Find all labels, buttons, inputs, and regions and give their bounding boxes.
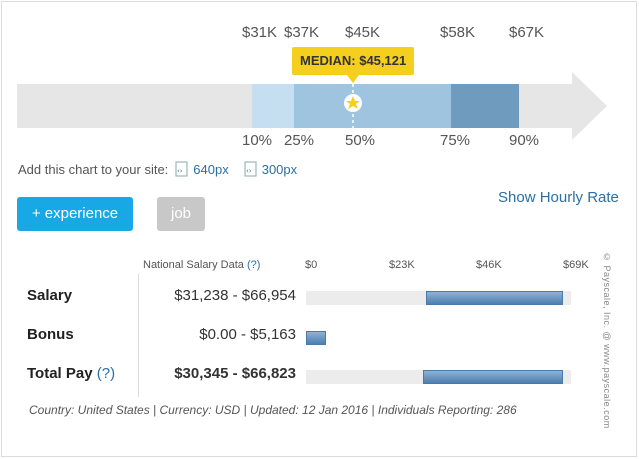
median-callout: MEDIAN: $45,121 (292, 47, 415, 83)
show-hourly-rate-link[interactable]: Show Hourly Rate (498, 189, 619, 206)
table-header-help[interactable]: (?) (246, 259, 261, 271)
row-label-bonus: Bonus (27, 326, 74, 343)
percentile-label-10: 10% (242, 132, 273, 149)
embed-row: Add this chart to your site: ‹› 640px ‹›… (18, 161, 297, 177)
footer-info: Country: United States | Currency: USD |… (29, 403, 517, 417)
svg-text:‹›: ‹› (177, 167, 183, 175)
percentile-label-25: 25% (284, 132, 315, 149)
table-header-label: National Salary Data (143, 259, 244, 271)
embed-640-link[interactable]: ‹› 640px (174, 161, 229, 177)
row-value-salary: $31,238 - $66,954 (174, 287, 296, 304)
value-label-p10: $31K (242, 24, 278, 41)
total-pay-label: Total Pay (27, 365, 93, 382)
percentile-label-50: 50% (345, 132, 376, 149)
percentile-label-75: 75% (440, 132, 471, 149)
band-p10-p25 (252, 84, 294, 128)
axis-tick-0: $0 (305, 259, 318, 271)
row-value-bonus: $0.00 - $5,163 (199, 326, 296, 343)
axis-tick-23k: $23K (389, 259, 415, 271)
svg-text:‹›: ‹› (246, 167, 252, 175)
embed-code-icon: ‹› (244, 161, 257, 177)
bonus-range-bar (306, 331, 326, 345)
percentile-label-90: 90% (509, 132, 540, 149)
value-label-p75: $58K (440, 24, 476, 41)
embed-label: Add this chart to your site: (18, 161, 169, 177)
embed-640-label[interactable]: 640px (193, 161, 229, 177)
payscale-watermark: © Payscale, Inc. @ www.payscale.com (602, 252, 612, 429)
value-label-p25: $37K (284, 24, 320, 41)
table-header: National Salary Data (?) (143, 259, 260, 271)
table-divider (138, 274, 139, 397)
axis-tick-69k: $69K (563, 259, 589, 271)
row-label-total-pay: Total Pay (?) (27, 365, 115, 382)
range-bar (17, 72, 607, 140)
band-p25-p75 (294, 84, 451, 128)
embed-300-label[interactable]: 300px (261, 161, 298, 177)
row-value-total-pay: $30,345 - $66,823 (174, 365, 296, 382)
embed-code-icon: ‹› (175, 161, 188, 177)
experience-button[interactable]: + experience (17, 197, 133, 231)
value-label-p50: $45K (345, 24, 381, 41)
band-p75-p90 (451, 84, 519, 128)
embed-300-link[interactable]: ‹› 300px (243, 161, 297, 177)
star-icon (346, 96, 360, 109)
row-label-salary: Salary (27, 287, 73, 304)
axis-tick-46k: $46K (476, 259, 502, 271)
salary-range-bar (425, 291, 564, 305)
job-button[interactable]: job (157, 197, 205, 231)
total-pay-help[interactable]: (?) (96, 365, 116, 382)
total-pay-range-bar (422, 370, 563, 384)
value-label-p90: $67K (509, 24, 545, 41)
